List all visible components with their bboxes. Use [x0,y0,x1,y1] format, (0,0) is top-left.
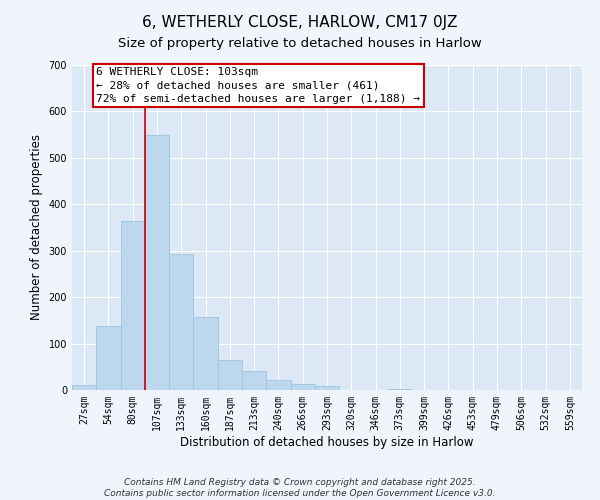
Bar [169,254,193,390]
Bar [121,220,145,390]
Text: 6, WETHERLY CLOSE, HARLOW, CM17 0JZ: 6, WETHERLY CLOSE, HARLOW, CM17 0JZ [142,15,458,30]
X-axis label: Distribution of detached houses by size in Harlow: Distribution of detached houses by size … [180,436,474,448]
Bar [145,134,169,390]
Bar [315,386,339,390]
Text: 6 WETHERLY CLOSE: 103sqm
← 28% of detached houses are smaller (461)
72% of semi-: 6 WETHERLY CLOSE: 103sqm ← 28% of detach… [96,68,420,104]
Bar [290,384,315,390]
Bar [72,386,96,390]
Y-axis label: Number of detached properties: Number of detached properties [30,134,43,320]
Bar [193,316,218,390]
Bar [242,372,266,390]
Text: Size of property relative to detached houses in Harlow: Size of property relative to detached ho… [118,38,482,51]
Bar [388,389,412,390]
Bar [218,360,242,390]
Bar [266,380,290,390]
Text: Contains HM Land Registry data © Crown copyright and database right 2025.
Contai: Contains HM Land Registry data © Crown c… [104,478,496,498]
Bar [96,326,121,390]
